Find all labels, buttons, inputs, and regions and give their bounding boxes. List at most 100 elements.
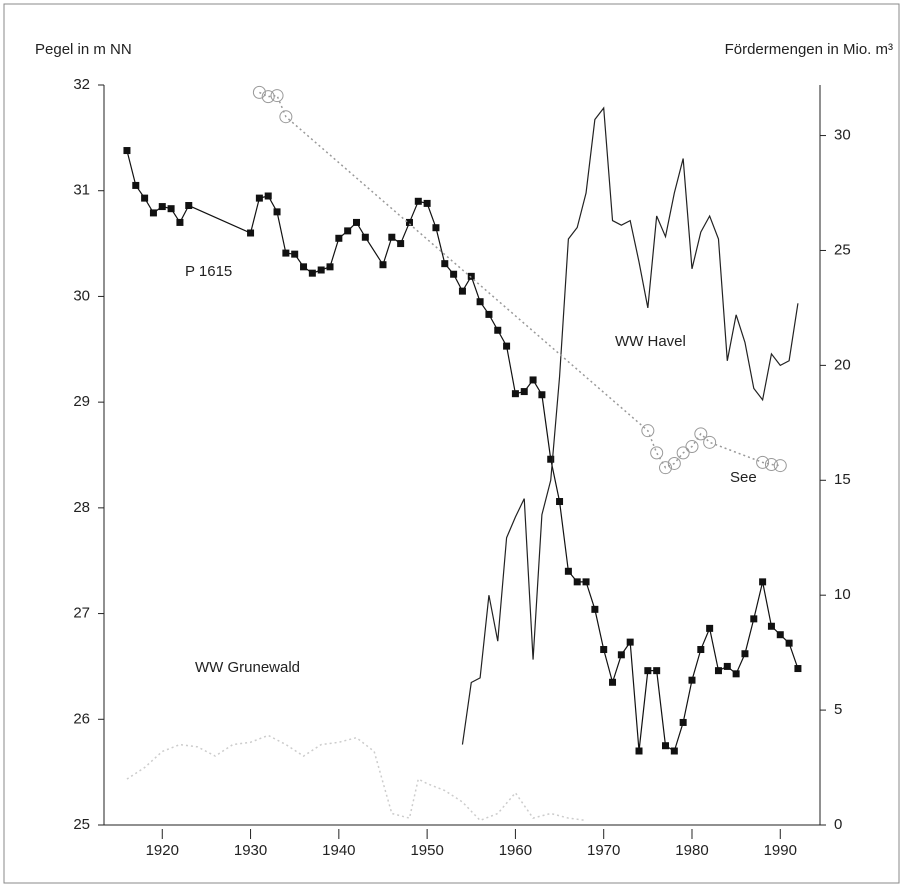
point bbox=[756, 455, 770, 469]
point bbox=[650, 446, 664, 460]
point bbox=[767, 622, 775, 630]
point bbox=[149, 209, 157, 217]
y-tick-label: 25 bbox=[73, 816, 90, 833]
series-line bbox=[126, 150, 799, 752]
point bbox=[158, 203, 166, 211]
point bbox=[261, 90, 275, 104]
series-line bbox=[461, 106, 799, 745]
point bbox=[685, 440, 699, 454]
point bbox=[167, 205, 175, 213]
point bbox=[252, 85, 266, 99]
point bbox=[326, 263, 334, 271]
point bbox=[264, 192, 272, 200]
point bbox=[335, 234, 343, 242]
y2-tick-label: 30 bbox=[834, 127, 851, 144]
point bbox=[785, 639, 793, 647]
point bbox=[573, 578, 581, 586]
y2-axis-label: Fördermengen in Mio. m³ bbox=[725, 41, 893, 58]
point bbox=[750, 615, 758, 623]
point bbox=[529, 376, 537, 384]
point bbox=[694, 427, 708, 441]
x-tick-label: 1940 bbox=[322, 842, 355, 859]
point bbox=[270, 89, 284, 103]
y-axis-label: Pegel in m NN bbox=[35, 41, 132, 58]
point bbox=[282, 249, 290, 257]
point bbox=[658, 461, 672, 475]
point bbox=[397, 240, 405, 248]
point bbox=[676, 446, 690, 460]
series-line bbox=[259, 91, 781, 469]
point bbox=[794, 665, 802, 673]
point bbox=[679, 718, 687, 726]
point bbox=[703, 435, 717, 449]
y2-tick-label: 15 bbox=[834, 471, 851, 488]
x-tick-label: 1950 bbox=[410, 842, 443, 859]
point bbox=[556, 498, 564, 506]
point bbox=[441, 260, 449, 268]
point bbox=[511, 390, 519, 398]
point bbox=[723, 662, 731, 670]
point bbox=[547, 455, 555, 463]
point bbox=[564, 567, 572, 575]
point bbox=[670, 747, 678, 755]
point bbox=[291, 250, 299, 258]
point bbox=[255, 194, 263, 202]
point bbox=[764, 458, 778, 472]
point bbox=[741, 650, 749, 658]
point bbox=[273, 208, 281, 216]
x-tick-label: 1930 bbox=[234, 842, 267, 859]
y2-tick-label: 0 bbox=[834, 816, 842, 833]
point bbox=[467, 272, 475, 280]
y2-tick-label: 25 bbox=[834, 241, 851, 258]
point bbox=[405, 218, 413, 226]
point bbox=[379, 261, 387, 269]
y2-tick-label: 20 bbox=[834, 356, 851, 373]
x-tick-label: 1970 bbox=[587, 842, 620, 859]
point bbox=[176, 218, 184, 226]
series-line bbox=[126, 734, 587, 822]
point bbox=[714, 667, 722, 675]
series-label: P 1615 bbox=[185, 263, 232, 280]
point bbox=[476, 298, 484, 306]
frame bbox=[3, 3, 900, 884]
point bbox=[344, 227, 352, 235]
point bbox=[617, 651, 625, 659]
x-tick-label: 1980 bbox=[675, 842, 708, 859]
point bbox=[123, 147, 131, 155]
point bbox=[300, 263, 308, 271]
point bbox=[776, 631, 784, 639]
y2-tick-label: 5 bbox=[834, 701, 842, 718]
y-tick-label: 31 bbox=[73, 182, 90, 199]
y-tick-label: 30 bbox=[73, 287, 90, 304]
point bbox=[132, 181, 140, 189]
y-tick-label: 26 bbox=[73, 710, 90, 727]
point bbox=[423, 199, 431, 207]
point bbox=[503, 342, 511, 350]
point bbox=[591, 605, 599, 613]
point bbox=[485, 310, 493, 318]
point bbox=[247, 229, 255, 237]
point bbox=[732, 670, 740, 678]
point bbox=[600, 646, 608, 654]
point bbox=[773, 459, 787, 473]
point bbox=[432, 224, 440, 232]
point bbox=[352, 218, 360, 226]
y-tick-label: 29 bbox=[73, 393, 90, 410]
x-tick-label: 1960 bbox=[499, 842, 532, 859]
point bbox=[635, 747, 643, 755]
point bbox=[653, 667, 661, 675]
point bbox=[697, 646, 705, 654]
point bbox=[361, 233, 369, 241]
series-label: See bbox=[730, 469, 757, 486]
y-tick-label: 28 bbox=[73, 499, 90, 516]
point bbox=[667, 456, 681, 470]
point bbox=[308, 269, 316, 277]
point bbox=[494, 326, 502, 334]
series-label: WW Havel bbox=[615, 333, 686, 350]
point bbox=[582, 578, 590, 586]
y-tick-label: 32 bbox=[73, 76, 90, 93]
y2-tick-label: 10 bbox=[834, 586, 851, 603]
point bbox=[450, 270, 458, 278]
point bbox=[759, 578, 767, 586]
